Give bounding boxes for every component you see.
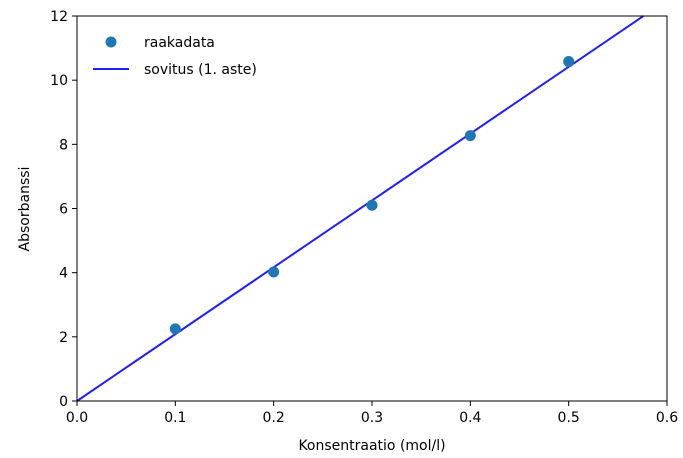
x-tick-label: 0.3	[361, 410, 383, 426]
y-tick-label: 0	[59, 394, 68, 410]
x-axis-ticks: 0.0 0.1 0.2 0.3 0.4 0.5 0.6	[66, 401, 678, 426]
y-tick-label: 8	[59, 137, 68, 153]
legend-label-sovitus: sovitus (1. aste)	[144, 62, 257, 78]
y-tick-label: 6	[59, 202, 68, 218]
legend-marker-raakadata	[105, 36, 117, 48]
fit-line	[76, 15, 644, 402]
x-tick-label: 0.1	[164, 410, 186, 426]
y-tick-label: 10	[50, 73, 68, 89]
data-point	[268, 266, 280, 278]
data-point	[464, 130, 476, 142]
data-point	[563, 56, 575, 68]
y-tick-label: 4	[59, 266, 68, 282]
x-tick-label: 0.2	[263, 410, 285, 426]
x-axis-label: Konsentraatio (mol/l)	[298, 438, 445, 454]
data-point	[169, 323, 181, 335]
fit-line-layer	[76, 15, 644, 402]
data-point	[366, 199, 378, 211]
legend-label-raakadata: raakadata	[144, 35, 215, 51]
y-tick-label: 2	[59, 330, 68, 346]
x-tick-label: 0.0	[66, 410, 88, 426]
y-tick-label: 12	[50, 9, 68, 25]
legend: raakadata sovitus (1. aste)	[93, 35, 257, 78]
x-tick-label: 0.6	[656, 410, 678, 426]
y-axis-ticks: 0 2 4 6 8 10 12	[50, 9, 77, 410]
y-axis-label: Absorbanssi	[17, 167, 33, 252]
x-tick-label: 0.5	[558, 410, 580, 426]
x-tick-label: 0.4	[459, 410, 481, 426]
data-points-layer	[169, 56, 575, 335]
